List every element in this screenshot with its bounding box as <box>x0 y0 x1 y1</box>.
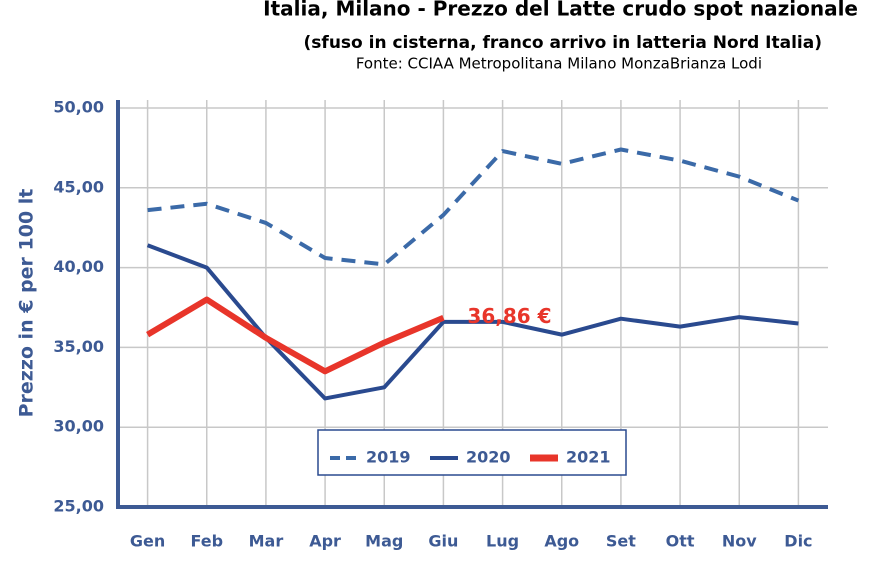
x-tick-label: Mag <box>365 532 403 551</box>
y-tick-label: 50,00 <box>53 98 104 117</box>
x-tick-label: Giu <box>428 532 458 551</box>
x-tick-label: Set <box>606 532 636 551</box>
series-line <box>146 296 445 375</box>
x-tick-label: Gen <box>130 532 165 551</box>
y-tick-label: 25,00 <box>53 497 104 516</box>
legend-label: 2020 <box>466 448 511 467</box>
y-axis-label: Prezzo in € per 100 lt <box>16 189 38 418</box>
y-tick-label: 30,00 <box>53 417 104 436</box>
series-line <box>147 147 800 267</box>
y-tick-label: 35,00 <box>53 337 104 356</box>
y-tick-label: 45,00 <box>53 177 104 196</box>
data-label: 36,86 € <box>467 304 551 328</box>
x-tick-label: Dic <box>784 532 812 551</box>
chart-subtitle: (sfuso in cisterna, franco arrivo in lat… <box>304 33 822 53</box>
x-tick-label: Lug <box>486 532 519 551</box>
x-tick-label: Apr <box>309 532 341 551</box>
x-tick-label: Ago <box>544 532 579 551</box>
x-tick-label: Nov <box>722 532 757 551</box>
x-tick-label: Mar <box>249 532 284 551</box>
source: Fonte: CCIAA Metropolitana Milano MonzaB… <box>356 55 762 73</box>
legend-label: 2019 <box>366 448 411 467</box>
chart-title: Italia, Milano - Prezzo del Latte crudo … <box>263 0 858 21</box>
series-line <box>146 243 799 401</box>
x-tick-label: Feb <box>190 532 223 551</box>
legend-label: 2021 <box>566 448 611 467</box>
x-tick-label: Ott <box>666 532 695 551</box>
y-tick-label: 40,00 <box>53 257 104 276</box>
legend-box <box>317 429 627 476</box>
